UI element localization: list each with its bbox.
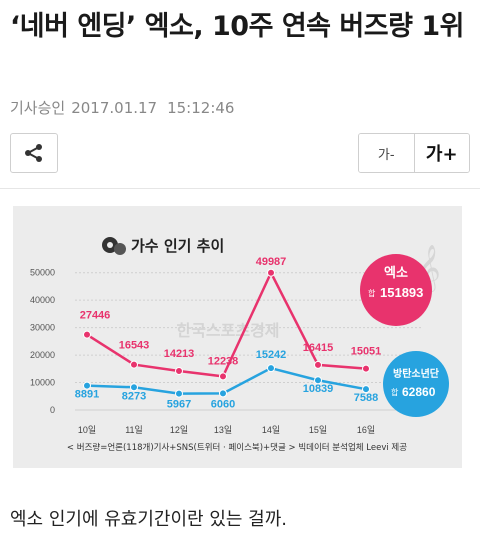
data-point: [267, 268, 275, 277]
bts-badge-name: 방탄소년단: [393, 367, 440, 380]
data-label: 15242: [256, 349, 287, 361]
divider: [0, 188, 480, 189]
exo-badge-total-label: 합: [368, 289, 376, 298]
data-point: [219, 389, 227, 398]
data-label: 10839: [303, 383, 334, 395]
data-point: [175, 389, 183, 398]
data-point: [314, 360, 322, 369]
x-tick-label: 13일: [214, 425, 232, 435]
bts-total-badge: [383, 351, 449, 417]
data-point: [314, 376, 322, 385]
article-title: ‘네버 엔딩’ 엑소, 10주 연속 버즈량 1위: [10, 11, 464, 42]
y-tick-label: 20000: [30, 350, 55, 360]
data-point: [175, 366, 183, 375]
y-tick-label: 10000: [30, 378, 55, 388]
article-time: 15:12:46: [167, 99, 235, 117]
font-increase-button[interactable]: 가+: [413, 134, 469, 172]
data-point: [267, 364, 275, 373]
data-point: [130, 383, 138, 392]
font-decrease-button[interactable]: 가-: [359, 134, 414, 172]
article-meta: 기사승인 2017.01.17 15:12:46: [10, 97, 234, 118]
data-label: 5967: [167, 399, 191, 411]
share-icon: [25, 144, 42, 162]
data-point: [362, 364, 370, 373]
bts-badge-total-label: 합: [391, 388, 399, 397]
chart-image: 한국스포츠경제 𝄞 50000 40000 30000 20000 10000 0 10일 11일…: [13, 206, 462, 468]
body-paragraph: 엑소 인기에 유효기간이란 있는 걸까.: [10, 509, 288, 530]
exo-badge-name: 엑소: [384, 266, 408, 281]
approved-label: 기사승인: [10, 99, 66, 117]
exo-badge-total: 151893: [380, 285, 423, 300]
data-label: 8891: [75, 389, 99, 401]
disc-icon-small: [114, 243, 126, 255]
data-point: [219, 372, 227, 381]
x-tick-label: 15일: [309, 425, 327, 435]
x-tick-label: 14일: [262, 425, 280, 435]
disc-icon-hole: [107, 242, 113, 248]
bts-badge-total: 62860: [402, 385, 436, 399]
data-label: 14213: [164, 348, 195, 360]
font-size-controls: 가- 가+: [358, 133, 470, 173]
x-tick-label: 11일: [125, 425, 143, 435]
exo-total-badge: [360, 254, 432, 326]
chart-watermark: 한국스포츠경제: [176, 321, 279, 340]
y-tick-label: 30000: [30, 323, 55, 333]
x-tick-label: 12일: [170, 425, 188, 435]
data-point: [130, 360, 138, 369]
data-label: 27446: [80, 310, 111, 322]
article-date: 2017.01.17: [71, 99, 158, 117]
data-label: 6060: [211, 398, 235, 410]
x-tick-label: 10일: [78, 425, 96, 435]
chart-footnote: < 버즈량=언론(118개)기사+SNS(트위터 · 페이스북)+댓글 > 빅데…: [67, 442, 407, 453]
y-tick-label: 0: [50, 405, 55, 415]
x-tick-label: 16일: [357, 425, 375, 435]
data-label: 12238: [208, 355, 239, 367]
data-label: 7588: [354, 392, 378, 404]
data-label: 49987: [256, 256, 287, 268]
y-tick-label: 40000: [30, 295, 55, 305]
share-button[interactable]: [10, 133, 58, 173]
data-label: 16415: [303, 342, 334, 354]
chart-title: 가수 인기 추이: [131, 237, 224, 255]
data-label: 16543: [119, 340, 150, 352]
data-label: 8273: [122, 390, 146, 402]
data-point: [83, 330, 91, 339]
y-tick-label: 50000: [30, 268, 55, 278]
data-label: 15051: [351, 346, 382, 358]
data-point: [362, 385, 370, 394]
data-point: [83, 381, 91, 390]
